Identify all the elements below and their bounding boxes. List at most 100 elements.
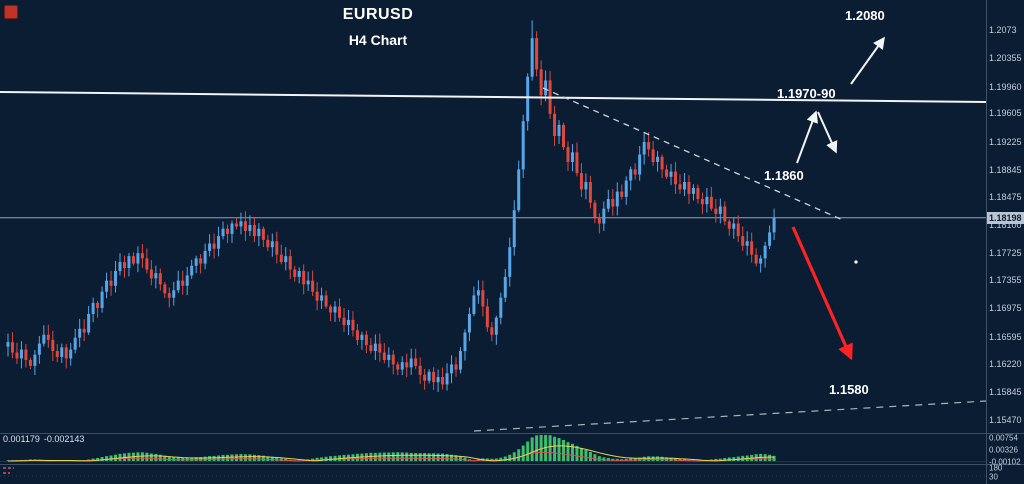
osma-bar [163,455,167,461]
osma-bar [423,453,427,461]
candle [723,206,727,222]
candle [105,280,109,292]
annotation-mid-level[interactable]: 1.1860 [764,168,804,183]
candle [167,293,171,298]
candle [651,149,655,162]
osma-bar [324,456,328,461]
osma-bar [405,452,409,461]
osma-bar [248,454,252,461]
candle [539,69,543,96]
candle [10,342,14,353]
candle [503,276,507,298]
price-axis-label: 1.18100 [989,220,1022,230]
candle [665,169,669,177]
candle [37,343,41,355]
candle [768,232,772,246]
candle [696,187,700,200]
osma-bar [566,442,570,461]
candle [579,173,583,190]
price-axis[interactable]: 1.2073 1.20355 1.19960 1.19605 1.19225 1.1884… [986,0,1024,484]
osma-bar [557,438,561,461]
osma-bar [154,453,158,461]
osma-bar [517,449,521,461]
osma-bar [373,452,377,461]
upper-target-arrow[interactable] [850,36,885,85]
candle [669,171,673,177]
price-axis-label: 1.19225 [989,136,1022,147]
candle [127,256,131,269]
osma-bar [145,452,149,461]
symbol-title: EURUSD [342,6,414,23]
candle [266,239,270,248]
indicator-values-label: 0.001179 -0.002143 [3,434,88,444]
candle [642,141,646,155]
osma-bar [602,457,606,461]
osma-bar [230,454,234,461]
candle [288,256,292,270]
candle [575,152,579,174]
candle [454,364,458,370]
candle [629,169,633,181]
osma-bar [185,457,189,461]
candle [261,228,265,240]
osma-bar [149,453,153,461]
resistance-line[interactable] [0,91,987,103]
candle [131,256,135,264]
candle [494,317,498,335]
ascending-trendline[interactable] [473,400,987,432]
price-axis-label: 1.16975 [989,303,1022,314]
candle [423,374,427,381]
osma-bar [270,456,274,461]
osma-bar [320,457,324,461]
osma-bar [315,457,319,461]
indicator-axis-label: 0.00326 [989,445,1018,455]
annotation-resistance-zone[interactable]: 1.1970-90 [777,86,836,101]
osma-bar [194,457,198,461]
candle [181,280,185,286]
candle [78,328,82,338]
candle [28,359,32,366]
annotation-upper-target[interactable]: 1.2080 [845,8,885,23]
candle [745,241,749,246]
candle [342,317,346,326]
osma-bar [158,454,162,461]
candle [279,254,283,263]
app-icon [4,5,18,19]
candle [73,337,77,350]
candle [709,196,713,209]
candle [405,362,409,368]
sell-arrow[interactable] [791,226,853,361]
candle [476,290,480,296]
osma-bar [436,453,440,461]
osma-bar [199,457,203,461]
osma-bar [579,448,583,461]
annotation-lower-target[interactable]: 1.1580 [829,382,869,397]
candle [185,275,189,286]
candle [275,241,279,255]
candle [732,223,736,229]
candle [741,236,745,246]
lower-axis-label: 180 [989,463,1003,473]
candle [763,245,767,259]
osma-bar [499,457,503,461]
osma-bar [100,457,104,461]
osma-bar [208,456,212,461]
candle [508,247,512,277]
osma-bar [772,455,776,461]
osma-bar [140,452,144,461]
candle [190,265,194,276]
candle [64,347,68,359]
candle [346,319,350,326]
bounce-arrow-down[interactable] [817,111,838,154]
candle [705,196,709,205]
drawn-objects-layer[interactable] [0,36,987,432]
osma-bar [387,452,391,461]
osma-bar [226,454,230,461]
candle [414,358,418,366]
bounce-arrow-up[interactable] [796,110,818,164]
osma-bar [212,455,216,461]
candle [736,223,740,237]
candle [485,306,489,328]
